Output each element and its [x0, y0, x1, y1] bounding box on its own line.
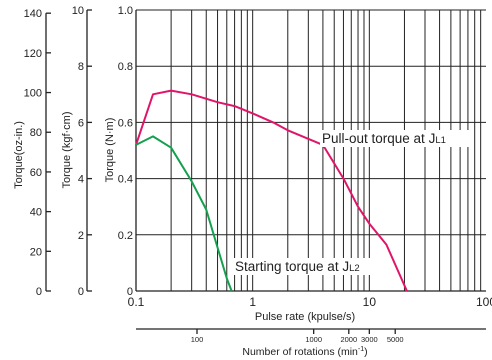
ytick-label-nm: 0: [127, 286, 133, 298]
xtick-label: 100: [476, 295, 492, 309]
x-axis-title: Pulse rate (kpulse/s): [255, 311, 355, 323]
plot-grid: [136, 9, 486, 291]
pullout-torque-label-subscript: L1: [435, 135, 446, 146]
starting-torque-label: Starting torque at JL2: [235, 259, 360, 274]
chart-series: [135, 89, 408, 292]
starting-torque-line: [135, 135, 233, 292]
ytick-label-kgf: 4: [78, 174, 84, 186]
ytick-label-kgf: 6: [78, 117, 84, 129]
ytick-label-nm: 0.2: [118, 230, 133, 242]
chart-labels: 00.20.40.60.81.0024681002040608010012014…: [13, 5, 492, 358]
ytick-label-kgf: 0: [78, 286, 84, 298]
y-axis-title-ozin: Torque(oz-in.): [13, 121, 25, 189]
xtick-label: 1: [249, 295, 256, 309]
ytick-label-nm: 1.0: [118, 5, 133, 17]
rotation-tick-label: 3000: [361, 335, 378, 344]
rotation-tick-label: 1000: [305, 335, 322, 344]
ytick-label-kgf: 2: [78, 230, 84, 242]
rotation-axis-title-close: ): [364, 346, 368, 358]
starting-torque-label-main: Starting torque at J: [235, 259, 349, 274]
starting-torque-label-background: [233, 258, 373, 275]
rotation-tick-label: 2000: [340, 335, 357, 344]
ytick-label-ozin: 20: [30, 246, 42, 258]
pullout-torque-label-background: [320, 130, 472, 147]
rotation-axis-title: Number of rotations (min-1): [242, 346, 367, 358]
rotation-axis-title-exponent: -1: [358, 346, 364, 353]
ytick-label-ozin: 40: [30, 207, 42, 219]
ytick-label-ozin: 0: [36, 286, 42, 298]
pullout-torque-line: [135, 89, 408, 292]
ytick-label-ozin: 100: [24, 88, 42, 100]
ytick-label-nm: 0.4: [118, 174, 133, 186]
pullout-torque-label: Pull-out torque at JL1: [322, 131, 446, 146]
chart-axes: [45, 9, 486, 334]
y-axis-title-kgf: Torque (kgf·cm): [61, 111, 73, 188]
ytick-label-ozin: 60: [30, 167, 42, 179]
ytick-label-kgf: 8: [78, 61, 84, 73]
rotation-tick-label: 5000: [387, 335, 404, 344]
ytick-label-kgf: 10: [72, 5, 84, 17]
rotation-tick-label: 100: [191, 335, 204, 344]
ytick-label-ozin: 120: [24, 48, 42, 60]
ytick-label-ozin: 140: [24, 8, 42, 20]
xtick-label: 0.1: [128, 295, 145, 309]
ytick-label-nm: 0.8: [118, 61, 133, 73]
ytick-label-ozin: 80: [30, 127, 42, 139]
pullout-torque-label-main: Pull-out torque at J: [322, 131, 435, 146]
xtick-label: 10: [363, 295, 377, 309]
ytick-label-nm: 0.6: [118, 117, 133, 129]
starting-torque-label-subscript: L2: [349, 263, 360, 274]
y-axis-title-nm: Torque (N·m): [104, 118, 116, 183]
rotation-axis-title-main: Number of rotations (min: [242, 346, 358, 358]
